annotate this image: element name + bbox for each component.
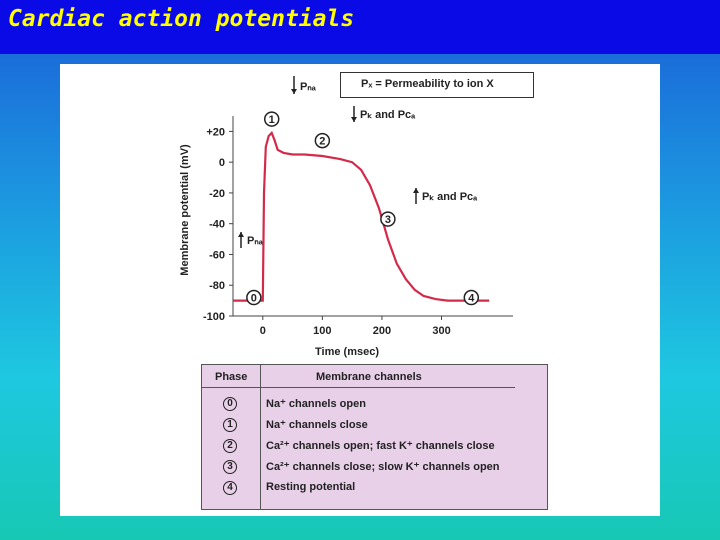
y-tick-label: 0 [219, 157, 225, 169]
x-axis-label: Time (msec) [315, 346, 379, 358]
arrow-label-pna-down: Pₙₐ [300, 81, 317, 93]
x-tick-label: 300 [432, 325, 450, 337]
chart-annotations: 0 1 2 3 4 Pₙₐ Pₖ and Pᴄₐ Pₖ and Pᴄₐ Pₙₐ [238, 76, 480, 306]
arrowhead [238, 232, 244, 237]
y-tick-label: -80 [209, 280, 225, 292]
phase-marker-1 [263, 111, 280, 127]
phase-marker-4 [463, 289, 480, 306]
phase-marker-0 [246, 289, 262, 306]
arrowhead [413, 188, 419, 193]
arrow-label-pk-pca-2: Pₖ and Pᴄₐ [360, 109, 416, 121]
phase-channels: Ca²⁺ channels close; slow K⁺ channels op… [266, 461, 500, 473]
y-tick-label: +20 [206, 126, 225, 138]
y-tick-label: -40 [209, 219, 225, 231]
arrowhead [291, 89, 297, 94]
phase-marker-label: 2 [319, 136, 325, 148]
phase-marker-3 [380, 211, 396, 227]
phase-table: Phase Membrane channels 0 Na⁺ channels op… [201, 364, 548, 510]
arrow-label-pna-up: Pₙₐ [247, 235, 264, 247]
phase-number: 4 [223, 481, 237, 495]
table-header-phase: Phase [215, 371, 248, 383]
table-row: 0 Na⁺ channels open [202, 395, 547, 416]
x-tick-label: 200 [373, 325, 391, 337]
phase-number: 0 [223, 397, 237, 411]
action-potential-chart: +20 0 -20 -40 -60 -80 -100 0 100 200 300 0 1 2 3 4 Pₙₐ P… [179, 76, 513, 358]
table-row: 2 Ca²⁺ channels open; fast K⁺ channels cl… [202, 437, 547, 458]
title-bar: Cardiac action potentials [0, 0, 720, 54]
phase-number: 1 [223, 418, 237, 432]
phase-marker-2 [314, 132, 331, 149]
chart-ticks: +20 0 -20 -40 -60 -80 -100 0 100 200 300 [203, 126, 451, 337]
y-axis-label: Membrane potential (mV) [179, 144, 191, 276]
arrow-label-pk-pca-3: Pₖ and Pᴄₐ [422, 191, 478, 203]
slide-title: Cardiac action potentials [8, 6, 355, 32]
phase-marker-label: 0 [251, 293, 257, 305]
phase-channels: Na⁺ channels open [266, 398, 366, 410]
phase-marker-label: 1 [269, 114, 275, 126]
table-divider-horizontal [202, 387, 515, 388]
chart-axes [232, 116, 513, 317]
y-tick-label: -100 [203, 311, 225, 323]
table-header-channels: Membrane channels [316, 371, 422, 383]
phase-channels: Ca²⁺ channels open; fast K⁺ channels clo… [266, 440, 495, 452]
arrowhead [351, 117, 357, 122]
table-row: 3 Ca²⁺ channels close; slow K⁺ channels o… [202, 458, 547, 479]
table-row: 1 Na⁺ channels close [202, 416, 547, 437]
x-tick-label: 100 [313, 325, 331, 337]
phase-number: 2 [223, 439, 237, 453]
figure-panel: +20 0 -20 -40 -60 -80 -100 0 100 200 300 0 1 2 3 4 Pₙₐ P… [60, 64, 660, 516]
x-tick-label: 0 [260, 325, 266, 337]
table-divider-vertical [260, 365, 261, 509]
phase-marker-label: 4 [468, 293, 475, 305]
phase-number: 3 [223, 460, 237, 474]
legend-box: Pₓ = Permeability to ion X [340, 72, 534, 98]
phase-channels: Na⁺ channels close [266, 419, 368, 431]
legend-text: Pₓ = Permeability to ion X [361, 78, 494, 90]
action-potential-line [233, 130, 490, 302]
y-tick-label: -20 [209, 188, 225, 200]
table-row: 4 Resting potential [202, 479, 547, 500]
y-tick-label: -60 [209, 249, 225, 261]
phase-channels: Resting potential [266, 481, 356, 493]
phase-marker-label: 3 [385, 214, 391, 226]
